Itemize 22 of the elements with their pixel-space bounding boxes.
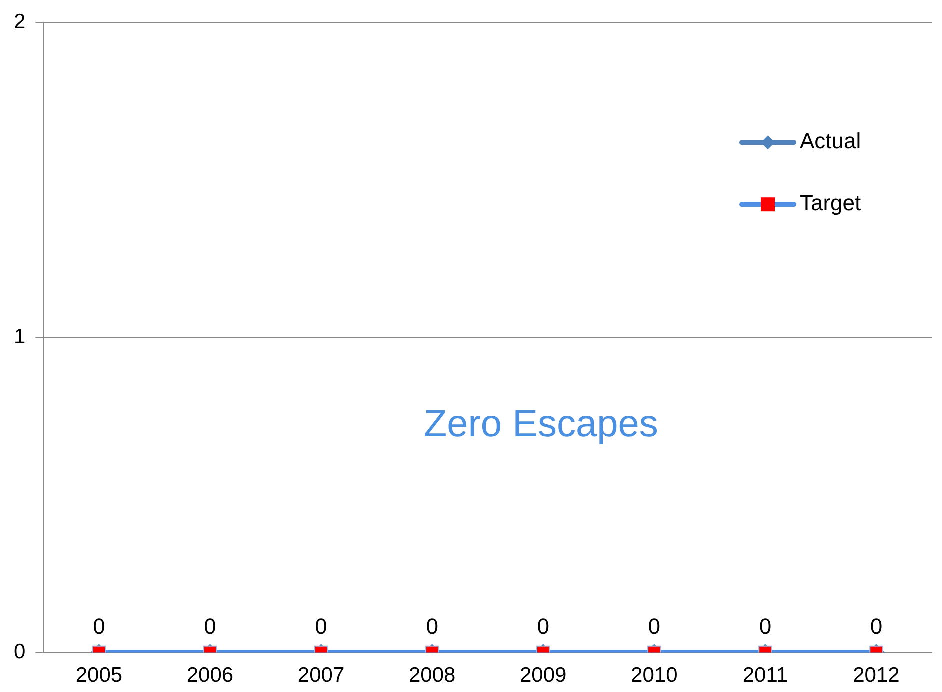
x-tick-label: 2011 xyxy=(742,664,788,688)
y-tick-label: 0 xyxy=(14,640,26,664)
x-tick-label: 2006 xyxy=(186,664,234,688)
data-label: 0 xyxy=(648,614,661,639)
data-label: 0 xyxy=(204,614,216,639)
legend-label: Actual xyxy=(800,128,862,154)
data-label: 0 xyxy=(315,614,328,639)
annotation: Zero Escapes xyxy=(424,403,658,446)
x-tick-label: 2007 xyxy=(298,664,345,688)
x-tick-label: 2012 xyxy=(853,664,900,688)
data-label: 0 xyxy=(537,614,550,639)
data-label: 0 xyxy=(759,614,772,639)
x-tick-label: 2009 xyxy=(520,664,567,688)
x-tick-label: 2008 xyxy=(408,664,456,688)
y-tick-label: 2 xyxy=(14,10,26,34)
data-label: 0 xyxy=(870,614,883,639)
data-label: 0 xyxy=(426,614,438,639)
legend-label: Target xyxy=(800,190,862,216)
x-tick-label: 2010 xyxy=(631,664,678,688)
x-tick-label: 2005 xyxy=(76,664,123,688)
data-label: 0 xyxy=(93,614,106,639)
y-tick-label: 1 xyxy=(14,325,26,348)
